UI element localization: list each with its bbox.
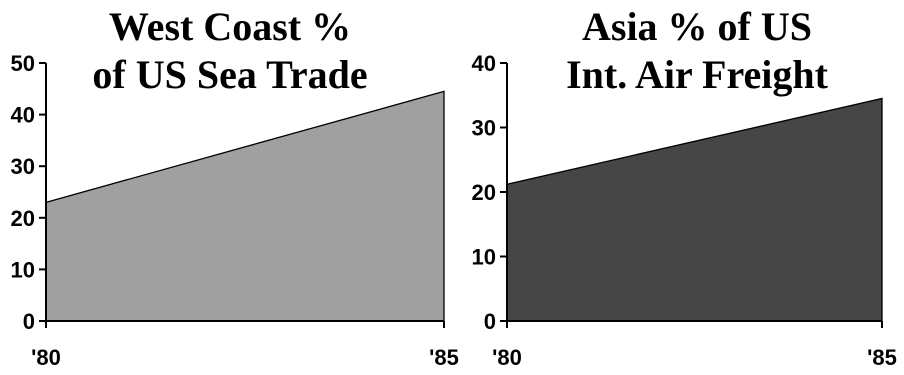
y-tick-label: 30	[11, 154, 35, 179]
y-tick-label: 0	[23, 309, 35, 334]
y-tick-label: 0	[484, 309, 496, 334]
chart-title-line: of US Sea Trade	[92, 52, 367, 97]
y-tick-label: 40	[472, 51, 496, 76]
chart-title-line: Int. Air Freight	[566, 52, 829, 97]
y-tick-label: 10	[472, 245, 496, 270]
y-tick-label: 10	[11, 257, 35, 282]
y-tick-label: 30	[472, 116, 496, 141]
area-series	[45, 90, 445, 322]
y-tick-label: 20	[11, 206, 35, 231]
x-tick-label: '85	[867, 345, 897, 370]
chart-title-line: Asia % of US	[582, 4, 812, 49]
x-tick-label: '80	[492, 345, 522, 370]
x-tick-label: '80	[31, 345, 61, 370]
x-tick-label: '85	[429, 345, 459, 370]
area-series	[506, 97, 883, 322]
chart-title-line: West Coast %	[109, 4, 351, 49]
y-tick-label: 40	[11, 103, 35, 128]
y-tick-label: 20	[472, 180, 496, 205]
y-tick-label: 50	[11, 51, 35, 76]
chart-1: West Coast %of US Sea Trade 0 10 20 30 40 50 '8…	[11, 4, 459, 370]
